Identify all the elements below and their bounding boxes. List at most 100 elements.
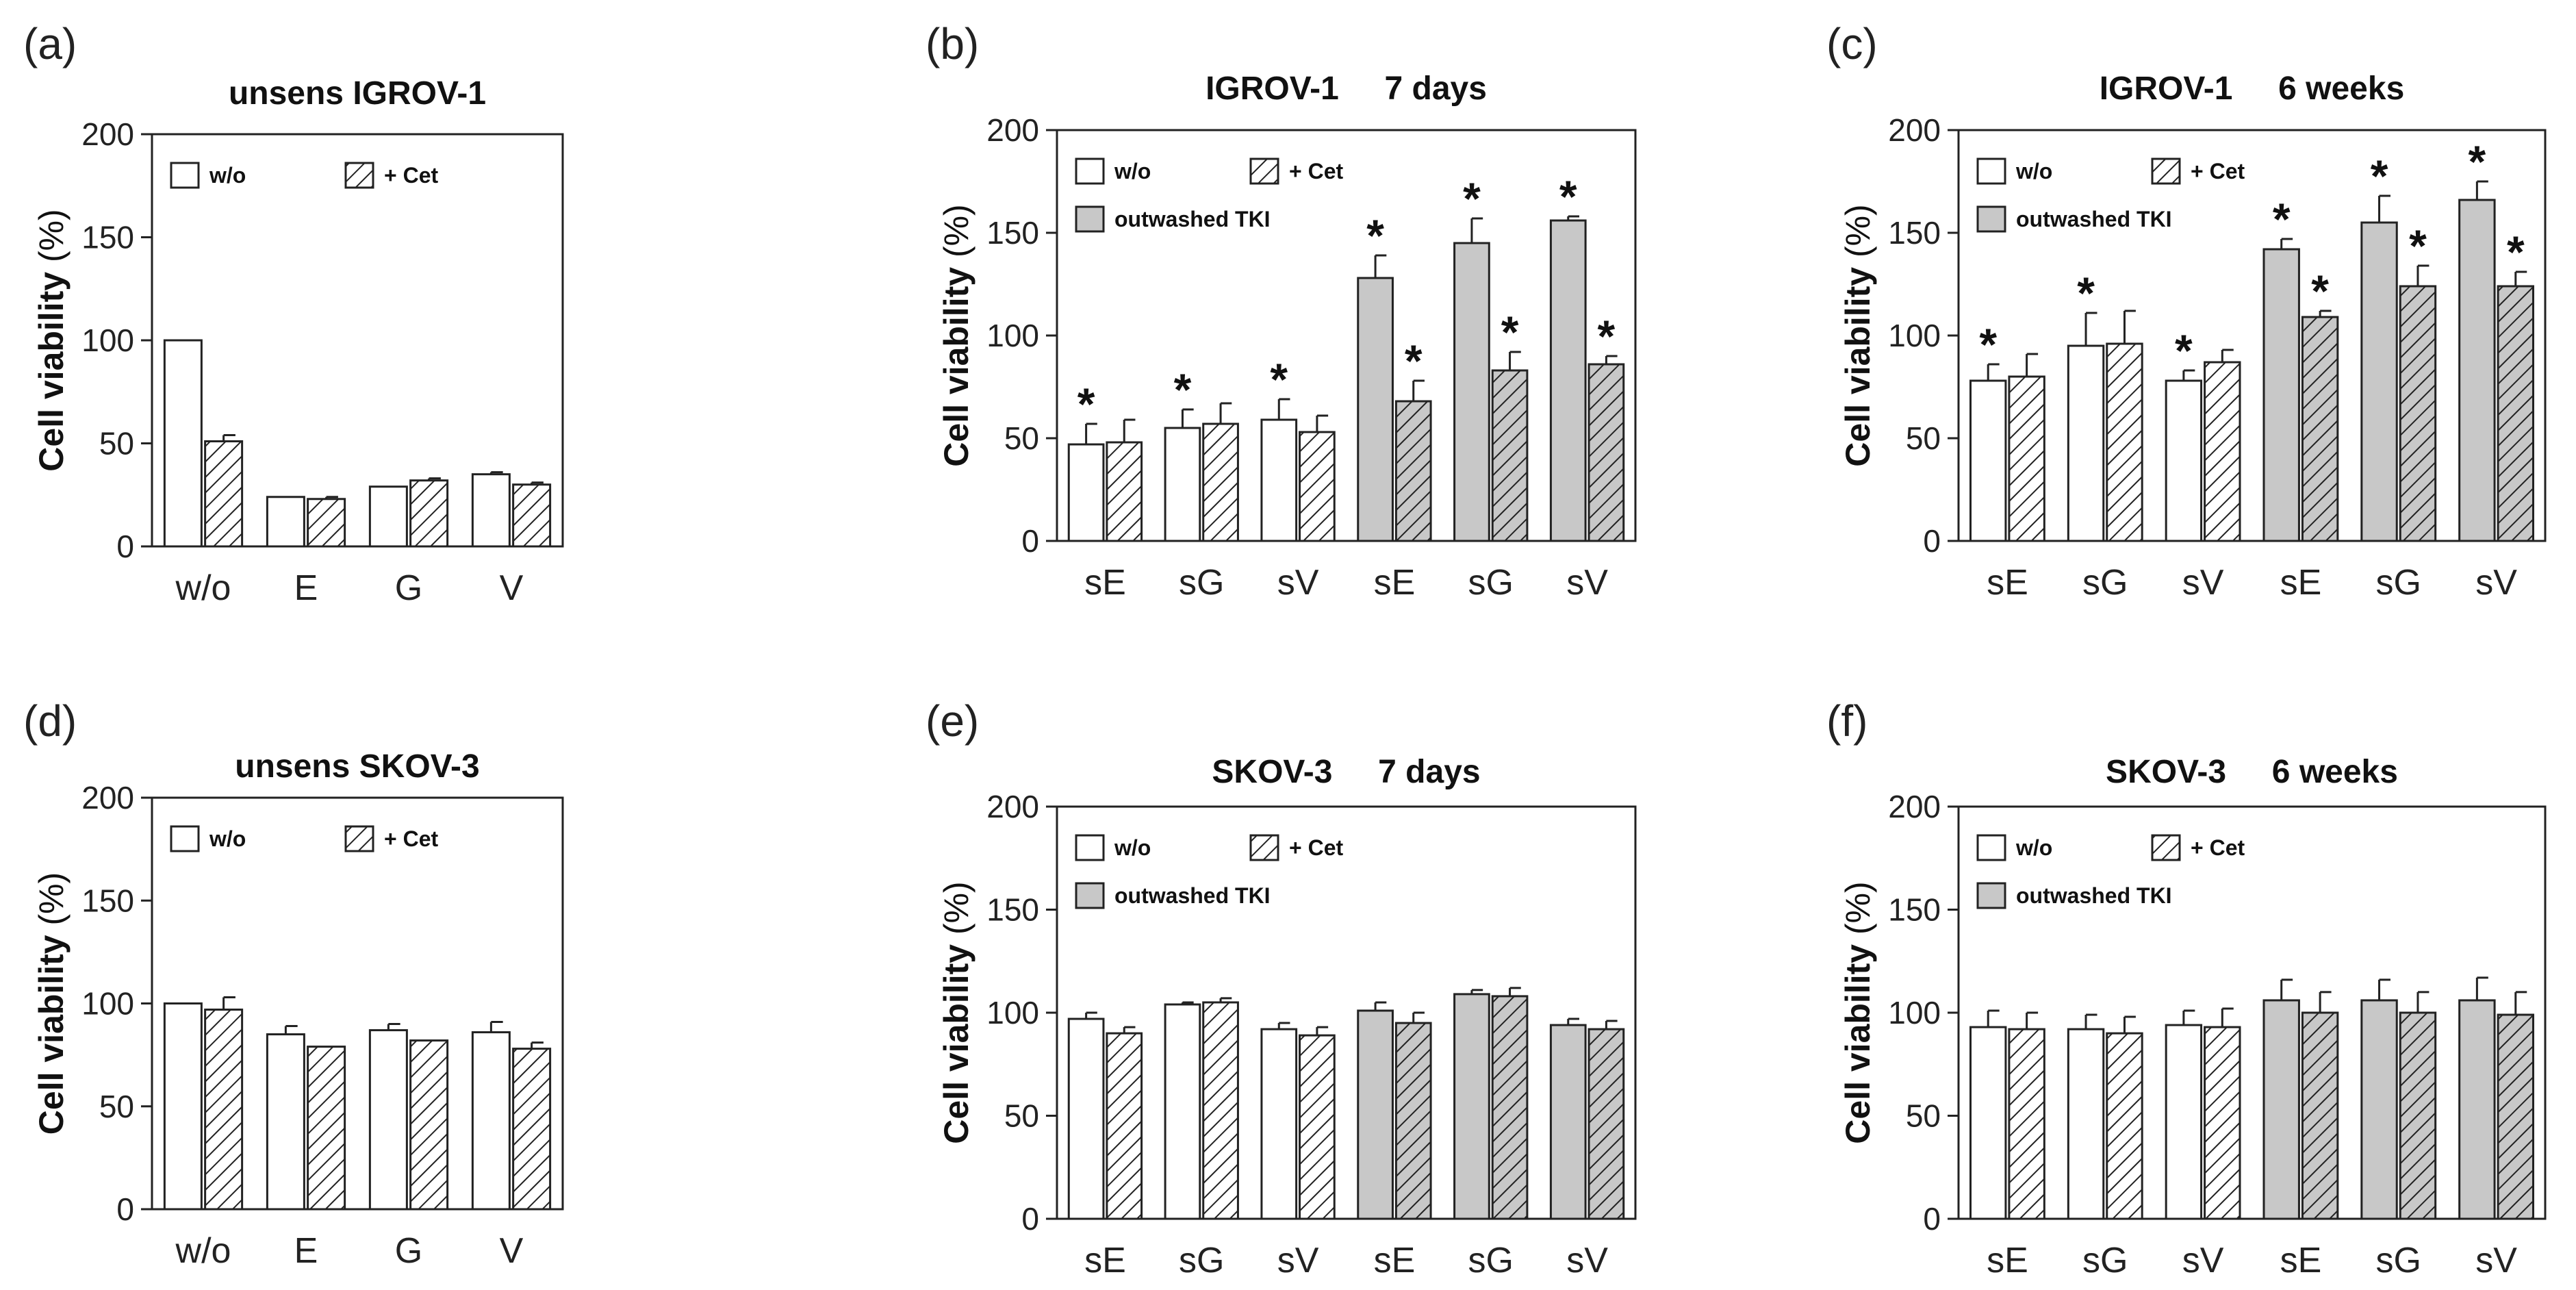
plot-frame [1056, 129, 1637, 542]
y-axis-label-unit: (%) [937, 881, 975, 935]
y-tick-label: 150 [986, 215, 1039, 251]
y-axis-label-text: Cell viability [32, 926, 71, 1135]
bar-wo [1260, 1028, 1298, 1220]
x-tick-label: sE [1374, 563, 1416, 603]
significance-star: * [1501, 307, 1519, 357]
chart-panel-5: (f) SKOV-3 6 weeks 0 50 100 150 200 Cell viabil… [1826, 696, 2547, 1280]
y-axis-label: Cell viability (%) [32, 209, 71, 471]
y-axis-label-unit: (%) [1839, 881, 1877, 935]
legend-label: outwashed TKI [2016, 883, 2172, 908]
legend-swatch [1976, 882, 2006, 909]
bar-cet [2399, 1011, 2437, 1220]
bar-wo [2067, 344, 2105, 542]
bar-cet [2106, 342, 2143, 542]
y-tick-label: 200 [986, 789, 1039, 824]
significance-star: * [2077, 268, 2095, 318]
plot-frame [1957, 805, 2547, 1220]
legend-swatch [1976, 834, 2006, 861]
bar-cet [2008, 375, 2045, 542]
bar-cet [512, 1048, 552, 1211]
y-tick-label: 200 [1888, 789, 1941, 824]
bar-cet [1394, 400, 1432, 542]
x-tick-label: E [294, 1231, 318, 1271]
chart-title: unsens IGROV-1 [229, 75, 486, 112]
chart-title: SKOV-3 7 days [1212, 754, 1480, 790]
significance-star: * [1463, 173, 1481, 224]
legend-swatch [1075, 834, 1105, 861]
y-tick-label: 150 [81, 883, 134, 918]
bar-cet [1491, 995, 1529, 1220]
legend: w/o + Cet outwashed TKI [1075, 834, 1343, 909]
bar-wo [1164, 1003, 1201, 1220]
y-tick-label: 150 [81, 220, 134, 255]
y-tick-label: 200 [986, 112, 1039, 148]
legend-label: w/o [2015, 835, 2052, 860]
legend-label: + Cet [384, 163, 438, 188]
y-tick-label: 150 [1888, 215, 1941, 251]
y-axis-label: Cell viability (%) [937, 881, 975, 1143]
legend-swatch [2151, 157, 2181, 185]
bar-cet [307, 498, 346, 548]
legend-label: + Cet [1289, 159, 1343, 184]
x-tick-label: E [294, 568, 318, 608]
significance-star: * [2311, 266, 2329, 316]
significance-star: * [1598, 311, 1616, 362]
bar-wo [471, 473, 511, 548]
y-axis-label: Cell viability (%) [1839, 881, 1877, 1143]
bar-cet [1394, 1022, 1432, 1220]
legend-label: + Cet [2191, 835, 2245, 860]
y-tick-label: 100 [986, 995, 1039, 1030]
significance-star: * [2371, 151, 2388, 201]
y-axis-label: Cell viability (%) [32, 872, 71, 1135]
legend-label: w/o [1114, 835, 1151, 860]
legend-swatch [1249, 157, 1279, 185]
bar-cet [409, 479, 449, 548]
bar-wo [163, 1002, 203, 1211]
panel-label: (d) [23, 696, 77, 746]
x-tick-label: sG [1179, 563, 1224, 603]
legend: w/o + Cet outwashed TKI [1075, 157, 1343, 233]
x-tick-label: sE [2280, 1241, 2322, 1280]
x-tick-label: sV [1277, 1241, 1319, 1280]
bar-cet [2497, 1013, 2535, 1220]
panel-label: (f) [1826, 696, 1867, 746]
bar-cet [512, 483, 552, 548]
x-tick-label: V [500, 568, 524, 608]
legend-swatch [170, 825, 200, 852]
legend-swatch [2151, 834, 2181, 861]
significance-star: * [1077, 379, 1095, 429]
bar-cet [204, 440, 244, 548]
y-tick-label: 150 [986, 892, 1039, 928]
x-tick-label: sV [2475, 1241, 2517, 1280]
bar-cet [2106, 1032, 2143, 1220]
significance-star: * [2409, 220, 2427, 271]
bar-cet [1106, 1032, 1143, 1220]
bar-cet [1106, 441, 1143, 542]
x-tick-label: sG [2376, 1241, 2421, 1280]
x-tick-label: sV [1566, 1241, 1608, 1280]
legend: w/o + Cet [170, 825, 438, 852]
legend-label: + Cet [2191, 159, 2245, 184]
bar-wo [1969, 1026, 2007, 1220]
x-tick-label: sV [2182, 1241, 2224, 1280]
bar-wo [2360, 999, 2398, 1220]
y-axis-label-text: Cell viability [1839, 935, 1877, 1144]
significance-star: * [1174, 364, 1192, 415]
chart-panel-1: (b) IGROV-1 7 days 0 50 100 150 200 Cell viabil… [926, 19, 1637, 603]
x-tick-label: sG [2082, 1241, 2128, 1280]
panel-label: (c) [1826, 19, 1878, 68]
x-tick-label: sE [2280, 563, 2322, 603]
bar-wo [471, 1031, 511, 1211]
significance-star: * [2507, 227, 2525, 277]
x-tick-label: sE [1987, 1241, 2028, 1280]
legend-label: w/o [1114, 159, 1151, 184]
legend-label: w/o [2015, 159, 2052, 184]
legend-swatch [170, 162, 200, 189]
legend-swatch [1249, 834, 1279, 861]
y-axis-label-text: Cell viability [32, 262, 71, 472]
bar-cet [1202, 1001, 1239, 1220]
y-axis-label-unit: (%) [32, 209, 71, 262]
bar-wo [1067, 443, 1105, 542]
bar-wo [1969, 379, 2007, 542]
